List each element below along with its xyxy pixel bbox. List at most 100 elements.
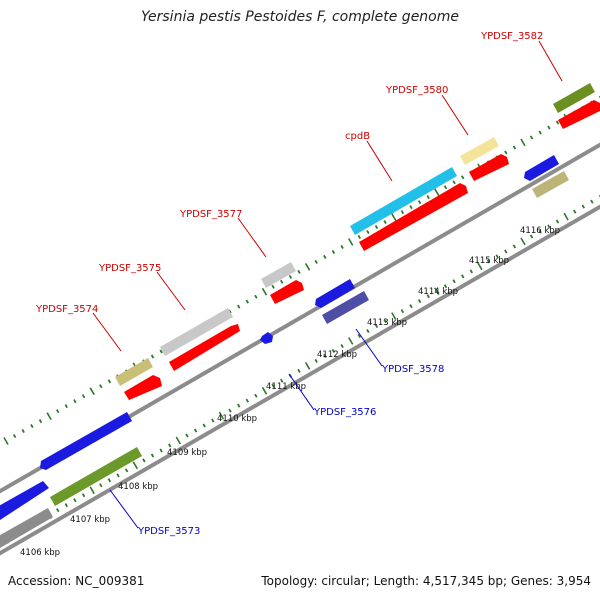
minor-tick bbox=[452, 279, 456, 284]
feature-YPDSF_3576[interactable] bbox=[260, 332, 273, 344]
label-YPDSF_3578[interactable]: YPDSF_3578 bbox=[381, 364, 444, 375]
major-tick bbox=[304, 361, 311, 370]
top-labels: YPDSF_3574 YPDSF_3575 YPDSF_3577 cpdB YP… bbox=[35, 31, 563, 352]
minor-tick bbox=[124, 468, 129, 473]
label-YPDSF_3577[interactable]: YPDSF_3577 bbox=[179, 209, 242, 220]
minor-tick bbox=[486, 259, 491, 264]
label-YPDSF_3576[interactable]: YPDSF_3576 bbox=[313, 407, 376, 418]
feature-YPDSF_3577[interactable] bbox=[261, 262, 304, 304]
major-tick bbox=[3, 437, 9, 445]
minor-tick bbox=[538, 130, 542, 135]
feature-YPDSF_3575[interactable] bbox=[160, 308, 240, 371]
major-tick bbox=[261, 287, 268, 296]
kbp-scale: 4106 kbp 4107 kbp 4108 kbp 4109 kbp 4110… bbox=[20, 226, 560, 558]
major-tick bbox=[391, 213, 397, 221]
major-tick bbox=[520, 138, 526, 147]
minor-tick bbox=[64, 404, 68, 409]
label-cpdB[interactable]: cpdB bbox=[345, 131, 370, 142]
minor-tick bbox=[331, 348, 336, 353]
minor-tick bbox=[314, 358, 318, 363]
minor-tick bbox=[211, 418, 215, 423]
major-tick bbox=[477, 262, 483, 271]
minor-tick bbox=[323, 353, 327, 358]
major-tick bbox=[304, 262, 311, 271]
minor-tick bbox=[168, 443, 172, 448]
minor-tick bbox=[400, 309, 405, 314]
minor-tick bbox=[443, 185, 448, 190]
minor-tick bbox=[452, 180, 456, 185]
feature-YPDSF_3574[interactable] bbox=[115, 358, 162, 400]
minor-tick bbox=[280, 378, 284, 383]
minor-tick bbox=[116, 473, 120, 478]
feature-cpdB[interactable] bbox=[350, 167, 468, 251]
minor-tick bbox=[288, 274, 293, 279]
major-tick bbox=[261, 386, 268, 395]
minor-tick bbox=[323, 254, 327, 259]
minor-tick bbox=[417, 200, 422, 205]
minor-tick bbox=[357, 333, 361, 339]
kbp-label: 4109 kbp bbox=[167, 448, 207, 458]
minor-tick bbox=[461, 175, 465, 180]
minor-tick bbox=[64, 503, 68, 508]
label-YPDSF_3582[interactable]: YPDSF_3582 bbox=[480, 31, 543, 42]
kbp-label: 4111 kbp bbox=[266, 382, 306, 392]
kbp-label: 4112 kbp bbox=[317, 350, 357, 360]
minor-tick bbox=[159, 448, 163, 453]
minor-tick bbox=[202, 423, 206, 428]
minor-tick bbox=[73, 498, 77, 503]
minor-tick bbox=[314, 259, 318, 264]
minor-tick bbox=[99, 384, 103, 389]
minor-tick bbox=[340, 343, 344, 348]
minor-tick bbox=[228, 408, 232, 413]
minor-tick bbox=[512, 244, 517, 249]
label-YPDSF_3574[interactable]: YPDSF_3574 bbox=[35, 304, 98, 315]
major-tick bbox=[218, 411, 225, 420]
minor-tick bbox=[159, 349, 163, 354]
minor-tick bbox=[581, 204, 585, 209]
feature-YPDSF_3580[interactable] bbox=[460, 137, 509, 181]
label-YPDSF_3575[interactable]: YPDSF_3575 bbox=[98, 263, 161, 274]
kbp-label: 4115 kbp bbox=[469, 256, 509, 266]
minor-tick bbox=[383, 220, 387, 225]
minor-tick bbox=[555, 120, 560, 125]
minor-tick bbox=[245, 398, 249, 403]
label-YPDSF_3580[interactable]: YPDSF_3580 bbox=[385, 85, 448, 96]
major-tick bbox=[563, 212, 569, 221]
major-tick bbox=[434, 188, 440, 197]
major-tick bbox=[46, 412, 52, 421]
minor-tick bbox=[357, 234, 361, 240]
minor-tick bbox=[426, 294, 430, 299]
minor-tick bbox=[538, 229, 542, 234]
major-tick bbox=[132, 461, 138, 470]
minor-tick bbox=[107, 379, 112, 384]
feature-YPDSF_3581[interactable] bbox=[524, 155, 569, 198]
minor-tick bbox=[426, 195, 430, 200]
genome-summary-text: Topology: circular; Length: 4,517,345 bp… bbox=[261, 574, 591, 588]
kbp-label: 4116 kbp bbox=[520, 226, 560, 236]
minor-tick bbox=[150, 453, 155, 458]
feature-YPDSF_3578[interactable] bbox=[315, 279, 369, 324]
minor-tick bbox=[12, 434, 17, 439]
minor-tick bbox=[529, 234, 534, 239]
minor-tick bbox=[469, 269, 473, 274]
label-YPDSF_3573[interactable]: YPDSF_3573 bbox=[137, 526, 200, 537]
major-tick bbox=[434, 287, 440, 296]
major-tick bbox=[175, 436, 181, 445]
minor-tick bbox=[297, 269, 301, 274]
feature-YPDSF_3573[interactable] bbox=[0, 412, 142, 548]
minor-tick bbox=[366, 230, 370, 235]
minor-tick bbox=[366, 329, 370, 334]
minor-tick bbox=[30, 424, 34, 429]
minor-tick bbox=[547, 224, 551, 229]
minor-tick bbox=[555, 219, 560, 224]
minor-tick bbox=[254, 393, 258, 398]
minor-tick bbox=[443, 284, 448, 289]
minor-tick bbox=[383, 319, 387, 324]
feature-YPDSF_3582[interactable] bbox=[553, 83, 600, 129]
minor-tick bbox=[280, 279, 284, 284]
minor-tick bbox=[142, 458, 146, 463]
kbp-label: 4107 kbp bbox=[70, 515, 110, 525]
minor-tick bbox=[245, 299, 249, 304]
minor-tick bbox=[409, 205, 413, 210]
